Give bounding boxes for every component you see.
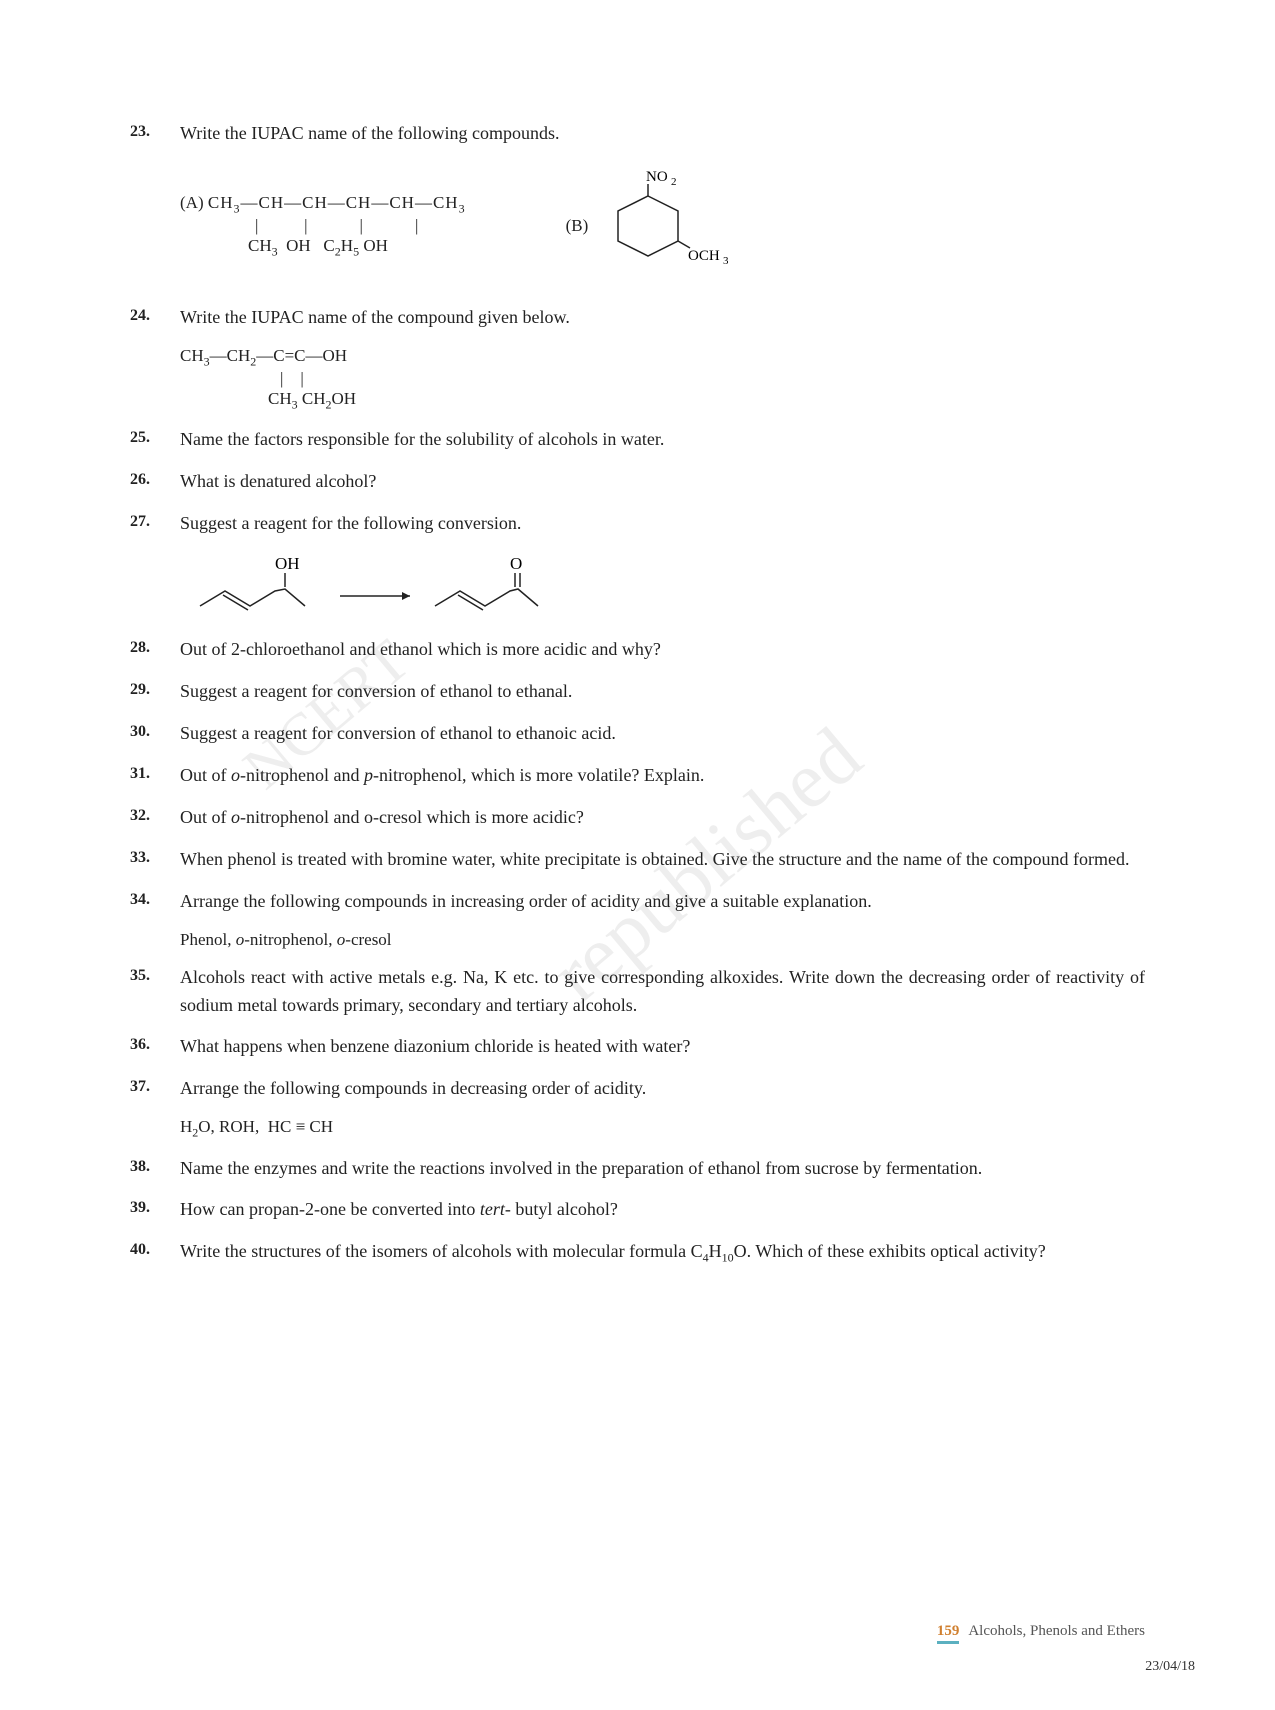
question-28: 28. Out of 2-chloroethanol and ethanol w…	[130, 636, 1145, 664]
q27-reaction: OH O	[190, 551, 1145, 626]
q23-structure-b: (B) NO 2 OCH 3	[566, 166, 729, 286]
question-number: 26.	[130, 468, 180, 496]
question-text: When phenol is treated with bromine wate…	[180, 846, 1145, 874]
question-27: 27. Suggest a reagent for the following …	[130, 510, 1145, 538]
o-label: O	[510, 554, 522, 573]
page-number: 159	[937, 1623, 960, 1644]
question-37: 37. Arrange the following compounds in d…	[130, 1075, 1145, 1103]
question-text: Out of 2-chloroethanol and ethanol which…	[180, 636, 1145, 664]
question-number: 30.	[130, 720, 180, 748]
question-number: 31.	[130, 762, 180, 790]
chapter-title: Alcohols, Phenols and Ethers	[968, 1623, 1145, 1639]
question-text: How can propan-2-one be converted into t…	[180, 1196, 1145, 1224]
chem-bonds: | | | |	[255, 216, 420, 235]
page-footer: 159 Alcohols, Phenols and Ethers	[937, 1623, 1145, 1640]
question-text: Name the enzymes and write the reactions…	[180, 1155, 1145, 1183]
question-35: 35. Alcohols react with active metals e.…	[130, 964, 1145, 1020]
question-number: 34.	[130, 888, 180, 916]
footer-date: 23/04/18	[1145, 1659, 1195, 1675]
question-34: 34. Arrange the following compounds in i…	[130, 888, 1145, 916]
question-number: 25.	[130, 426, 180, 454]
question-text: Write the IUPAC name of the compound giv…	[180, 304, 1145, 332]
q24-structure: CH3—CH2—C=C—OH | | CH3 CH2OH	[180, 346, 1145, 412]
no2-sub: 2	[671, 176, 677, 188]
question-31: 31. Out of o-nitrophenol and p-nitrophen…	[130, 762, 1145, 790]
question-number: 33.	[130, 846, 180, 874]
question-32: 32. Out of o-nitrophenol and o-cresol wh…	[130, 804, 1145, 832]
och3-sub: 3	[723, 255, 728, 267]
question-text: Arrange the following compounds in incre…	[180, 888, 1145, 916]
question-text: Out of o-nitrophenol and o-cresol which …	[180, 804, 1145, 832]
chem-line: CH3—CH2—C=C—OH	[180, 346, 347, 365]
question-text: Out of o-nitrophenol and p-nitrophenol, …	[180, 762, 1145, 790]
question-26: 26. What is denatured alcohol?	[130, 468, 1145, 496]
no2-label: NO	[646, 169, 668, 185]
question-number: 29.	[130, 678, 180, 706]
question-text: Arrange the following compounds in decre…	[180, 1075, 1145, 1103]
question-number: 24.	[130, 304, 180, 332]
question-36: 36. What happens when benzene diazonium …	[130, 1033, 1145, 1061]
question-number: 37.	[130, 1075, 180, 1103]
question-text: Write the IUPAC name of the following co…	[180, 120, 1145, 148]
chem-substituents: CH3 OH C2H5 OH	[248, 236, 388, 255]
question-30: 30. Suggest a reagent for conversion of …	[130, 720, 1145, 748]
q23-structure-a: (A) CH3—CH—CH—CH—CH—CH3 | | | | CH3 OH C…	[180, 193, 466, 259]
question-40: 40. Write the structures of the isomers …	[130, 1238, 1145, 1267]
question-text: What is denatured alcohol?	[180, 468, 1145, 496]
cyclohexane-icon: NO 2 OCH 3	[598, 166, 728, 286]
question-number: 40.	[130, 1238, 180, 1267]
question-number: 38.	[130, 1155, 180, 1183]
question-25: 25. Name the factors responsible for the…	[130, 426, 1145, 454]
oh-label: OH	[275, 554, 300, 573]
label-b: (B)	[566, 216, 589, 236]
chem-line: CH3—CH—CH—CH—CH—CH3	[208, 193, 466, 212]
reaction-diagram: OH O	[190, 551, 610, 621]
question-text: Alcohols react with active metals e.g. N…	[180, 964, 1145, 1020]
label-a: (A)	[180, 193, 204, 212]
och3-label: OCH	[688, 248, 720, 264]
question-number: 39.	[130, 1196, 180, 1224]
question-text: Suggest a reagent for the following conv…	[180, 510, 1145, 538]
question-text: Suggest a reagent for conversion of etha…	[180, 720, 1145, 748]
question-24: 24. Write the IUPAC name of the compound…	[130, 304, 1145, 332]
chem-bonds: | |	[280, 369, 304, 388]
question-number: 36.	[130, 1033, 180, 1061]
question-text: What happens when benzene diazonium chlo…	[180, 1033, 1145, 1061]
question-number: 27.	[130, 510, 180, 538]
question-text: Name the factors responsible for the sol…	[180, 426, 1145, 454]
question-33: 33. When phenol is treated with bromine …	[130, 846, 1145, 874]
question-number: 35.	[130, 964, 180, 1020]
question-text: Write the structures of the isomers of a…	[180, 1238, 1145, 1267]
question-number: 32.	[130, 804, 180, 832]
question-38: 38. Name the enzymes and write the react…	[130, 1155, 1145, 1183]
question-text: Suggest a reagent for conversion of etha…	[180, 678, 1145, 706]
q23-structures: (A) CH3—CH—CH—CH—CH—CH3 | | | | CH3 OH C…	[180, 166, 1145, 286]
question-29: 29. Suggest a reagent for conversion of …	[130, 678, 1145, 706]
question-number: 23.	[130, 120, 180, 148]
question-39: 39. How can propan-2-one be converted in…	[130, 1196, 1145, 1224]
chem-substituents: CH3 CH2OH	[268, 389, 356, 408]
page-content: 23. Write the IUPAC name of the followin…	[130, 120, 1145, 1268]
q37-compounds: H2O, ROH, HC ≡ CH	[180, 1117, 1145, 1140]
q34-compounds: Phenol, o-nitrophenol, o-cresol	[180, 930, 1145, 950]
question-23: 23. Write the IUPAC name of the followin…	[130, 120, 1145, 148]
question-number: 28.	[130, 636, 180, 664]
